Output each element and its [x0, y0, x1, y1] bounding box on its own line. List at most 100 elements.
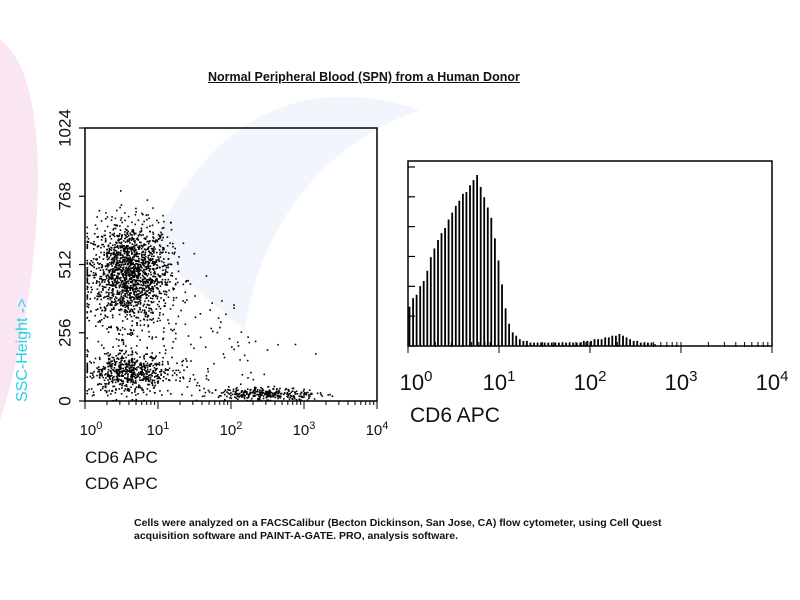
scatter-point	[125, 274, 128, 277]
scatter-point	[119, 302, 122, 305]
scatter-point	[136, 237, 139, 239]
scatter-point	[142, 261, 144, 263]
scatter-point	[158, 258, 160, 260]
scatter-point	[106, 316, 109, 318]
scatter-point	[125, 267, 127, 270]
scatter-point	[228, 386, 230, 388]
scatter-point	[289, 392, 291, 395]
scatter-point	[134, 223, 136, 226]
scatter-point	[86, 302, 89, 305]
scatter-point	[130, 364, 133, 367]
scatter-point	[126, 272, 128, 275]
scatter-point	[129, 367, 132, 369]
scatter-point	[145, 375, 147, 378]
scatter-point	[112, 293, 114, 295]
scatter-point	[226, 395, 228, 398]
histogram-bar	[639, 342, 642, 346]
scatter-point	[119, 246, 122, 248]
scatter-point	[136, 366, 138, 369]
scatter-point	[235, 397, 237, 400]
scatter-point	[149, 283, 151, 286]
scatter-point	[118, 375, 120, 377]
histogram-bar	[565, 342, 567, 346]
scatter-point	[157, 259, 159, 261]
scatter-point	[106, 328, 108, 330]
scatter-point	[246, 359, 249, 362]
scatter-point	[118, 364, 120, 366]
scatter-point	[108, 376, 111, 379]
scatter-point	[118, 361, 121, 364]
scatter-point	[139, 231, 141, 233]
scatter-point	[122, 247, 125, 250]
scatter-point	[130, 347, 133, 350]
scatter-point	[135, 345, 138, 347]
scatter-point	[87, 350, 89, 353]
scatter-point	[104, 314, 106, 317]
scatter-point	[121, 384, 123, 387]
scatter-point	[107, 373, 109, 376]
scatter-point	[131, 236, 133, 239]
histogram-x-tick-label: 104	[756, 368, 789, 395]
scatter-point	[260, 386, 262, 389]
scatter-point	[271, 394, 274, 396]
scatter-point	[129, 284, 132, 287]
scatter-point	[127, 301, 129, 303]
scatter-point	[152, 370, 154, 372]
scatter-point	[117, 369, 119, 372]
histogram-bar	[486, 207, 489, 346]
scatter-point	[121, 359, 123, 361]
scatter-point	[136, 301, 139, 304]
scatter-point	[133, 311, 135, 314]
scatter-point	[158, 249, 161, 251]
scatter-point	[154, 241, 157, 244]
scatter-point	[128, 261, 130, 264]
scatter-point	[254, 394, 257, 397]
scatter-point	[153, 294, 156, 296]
scatter-point	[106, 390, 108, 393]
scatter-point	[114, 217, 117, 220]
scatter-point	[97, 340, 100, 343]
scatter-point	[293, 395, 296, 398]
scatter-point	[103, 281, 106, 283]
scatter-point	[154, 262, 156, 264]
scatter-x-tick-label: 102	[220, 420, 243, 439]
scatter-point	[152, 252, 155, 254]
scatter-point	[134, 272, 136, 275]
scatter-point	[132, 270, 135, 272]
scatter-point	[190, 360, 192, 362]
scatter-point	[107, 365, 110, 368]
scatter-point	[148, 286, 150, 288]
scatter-point	[145, 293, 147, 295]
scatter-point	[122, 298, 124, 300]
scatter-point	[299, 393, 302, 395]
scatter-point	[124, 316, 127, 318]
scatter-point	[238, 392, 241, 395]
scatter-point	[87, 291, 89, 293]
scatter-point	[118, 298, 120, 301]
scatter-point	[108, 374, 111, 377]
scatter-point	[296, 393, 299, 395]
scatter-point	[148, 330, 150, 333]
scatter-point	[131, 358, 133, 361]
scatter-point	[261, 387, 264, 390]
scatter-point	[164, 278, 167, 281]
scatter-point	[112, 377, 114, 379]
scatter-point	[267, 386, 269, 388]
scatter-point	[146, 275, 149, 277]
scatter-point	[120, 370, 122, 373]
scatter-point	[246, 388, 249, 390]
scatter-point	[121, 291, 124, 294]
scatter-point	[124, 366, 127, 369]
scatter-point	[125, 229, 128, 232]
scatter-point	[123, 245, 126, 247]
scatter-point	[146, 226, 148, 229]
scatter-point	[102, 258, 105, 260]
scatter-point	[154, 392, 156, 394]
scatter-point	[130, 375, 132, 378]
scatter-point	[153, 272, 155, 275]
scatter-point	[118, 260, 121, 262]
scatter-point	[121, 299, 124, 302]
scatter-point	[265, 392, 268, 395]
scatter-point	[165, 349, 167, 351]
